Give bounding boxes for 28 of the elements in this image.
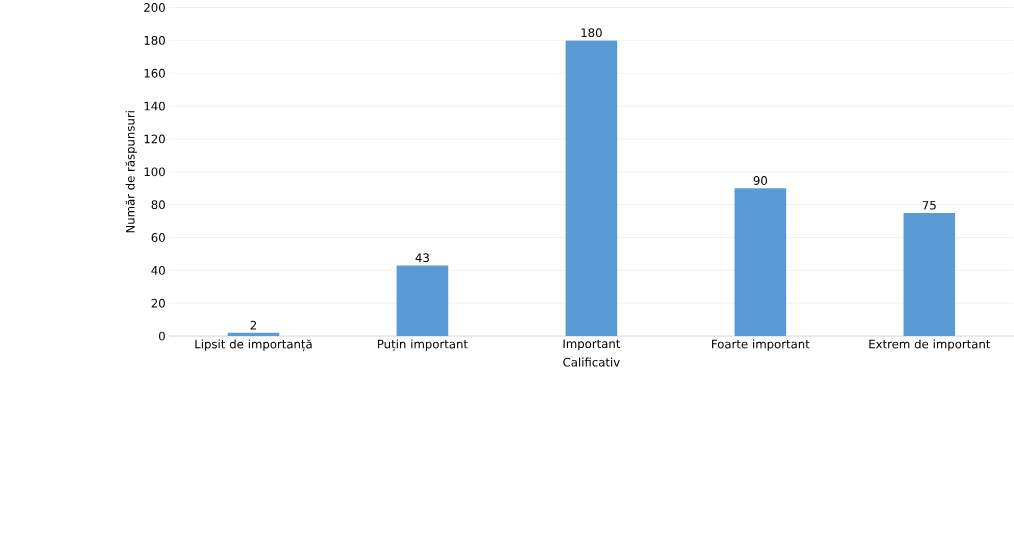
x-tick-label: Extrem de important: [869, 339, 991, 351]
data-label: 90: [753, 176, 768, 185]
y-tick-label: 20: [151, 298, 165, 308]
bar: [734, 188, 787, 337]
data-label: 180: [581, 28, 602, 38]
bar: [396, 265, 449, 337]
y-tick-label: 140: [144, 101, 165, 111]
x-tick-label: Important: [563, 339, 621, 351]
y-tick-label: 200: [144, 3, 165, 13]
y-tick-label: 80: [151, 200, 165, 210]
y-tick-label: 180: [144, 36, 165, 45]
y-tick-label: 60: [151, 233, 165, 242]
bar: [903, 212, 956, 337]
x-axis-title: Calificativ: [563, 357, 620, 367]
bar: [565, 40, 618, 337]
y-tick-label: 40: [151, 266, 165, 275]
bar: [227, 332, 280, 337]
x-tick-label: Lipsit de importanță: [195, 339, 312, 352]
y-tick-label: 0: [159, 331, 165, 341]
y-axis-title: Număr de răspunsuri: [125, 111, 137, 233]
data-label: 2: [250, 320, 256, 330]
data-label: 75: [922, 200, 936, 210]
data-label: 43: [415, 253, 429, 263]
y-tick-label: 120: [144, 134, 165, 144]
y-tick-label: 100: [144, 167, 165, 177]
y-tick-label: 160: [144, 68, 165, 78]
x-tick-label: Puțin important: [378, 339, 468, 352]
x-tick-label: Foarte important: [712, 339, 810, 351]
